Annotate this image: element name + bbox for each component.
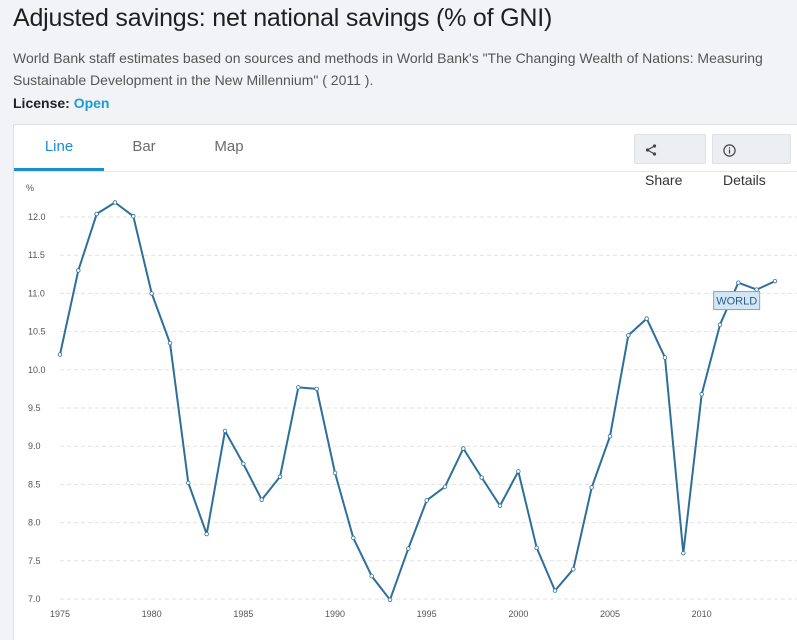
license-link[interactable]: Open (73, 95, 110, 111)
data-point (259, 497, 264, 502)
data-point (204, 531, 209, 537)
license-label: License: (13, 95, 70, 111)
data-point (626, 333, 631, 338)
data-point (644, 316, 649, 321)
x-tick-label: 1995 (417, 609, 437, 619)
details-label: Details (723, 172, 766, 188)
series-label: WORLD (716, 296, 757, 308)
data-point (222, 428, 228, 434)
data-point (406, 546, 411, 551)
data-point (461, 446, 466, 451)
data-point (479, 475, 484, 480)
share-button[interactable]: Share (634, 134, 706, 188)
data-point (442, 484, 448, 489)
y-tick-label: 12.0 (28, 212, 46, 222)
data-point (699, 392, 704, 397)
y-tick-label: 7.5 (28, 556, 41, 566)
y-tick-label: 9.0 (28, 441, 41, 451)
x-tick-label: 1975 (50, 609, 70, 619)
data-point (351, 535, 356, 541)
tab-bar[interactable]: Bar (132, 138, 156, 155)
data-point (589, 485, 594, 490)
data-point (736, 280, 741, 285)
data-point (369, 573, 374, 579)
y-tick-label: 10.0 (28, 365, 46, 375)
source-description: World Bank staff estimates based on sour… (13, 50, 763, 88)
data-point (387, 597, 393, 602)
x-tick-label: 1980 (142, 609, 162, 619)
share-label: Share (645, 172, 683, 188)
data-point (332, 470, 338, 476)
y-axis-unit-label: % (26, 183, 34, 193)
y-tick-label: 11.5 (28, 250, 45, 260)
license-info: License: Open (13, 95, 109, 111)
data-point (497, 503, 503, 508)
line-chart: % 7.0 7.5 8.0 8.5 9.0 9.5 10.0 10.5 11.0 11.5 12.0 1… (26, 183, 797, 619)
x-tick-label: 2000 (508, 609, 528, 619)
data-point (167, 340, 173, 346)
data-point (681, 550, 686, 556)
data-point (314, 386, 319, 392)
data-point (131, 214, 136, 219)
series-line (59, 201, 776, 601)
data-point (186, 480, 191, 486)
x-tick-label: 1985 (233, 609, 253, 619)
data-point (754, 287, 759, 292)
data-point (76, 268, 81, 273)
share-icon (645, 144, 657, 156)
y-tick-label: 9.5 (28, 403, 41, 413)
tab-line[interactable]: Line (14, 125, 104, 171)
data-point (516, 469, 521, 474)
y-tick-label: 7.0 (28, 594, 41, 604)
details-button[interactable]: Details (712, 134, 791, 188)
data-point (296, 385, 301, 390)
data-point (112, 200, 118, 205)
page-title: Adjusted savings: net national savings (… (13, 4, 553, 32)
data-point (241, 461, 246, 466)
data-point (57, 352, 63, 357)
y-tick-label: 8.0 (28, 518, 41, 528)
y-tick-label: 8.5 (28, 479, 41, 489)
data-point (534, 545, 539, 551)
data-point (772, 278, 778, 284)
tab-map[interactable]: Map (214, 138, 244, 155)
data-point (277, 474, 283, 479)
y-tick-label: 11.0 (28, 288, 45, 298)
data-point (149, 291, 154, 296)
data-point (552, 588, 558, 593)
data-point (607, 434, 613, 439)
y-tick-label: 10.5 (28, 327, 46, 337)
data-point (94, 211, 99, 217)
chart-tabs: Line Bar Map Share Details (14, 125, 797, 188)
chart-panel: Line Bar Map Share Details % 7.0 7.5 8.0 8.5… (13, 124, 797, 640)
data-point (424, 498, 429, 503)
data-point (662, 355, 668, 360)
series-label-box (713, 291, 761, 311)
data-point (717, 322, 723, 327)
info-icon (723, 144, 736, 157)
x-tick-label: 2005 (600, 609, 620, 619)
data-point (571, 567, 576, 572)
x-tick-label: 1990 (325, 609, 345, 619)
x-tick-label: 2010 (692, 609, 712, 619)
